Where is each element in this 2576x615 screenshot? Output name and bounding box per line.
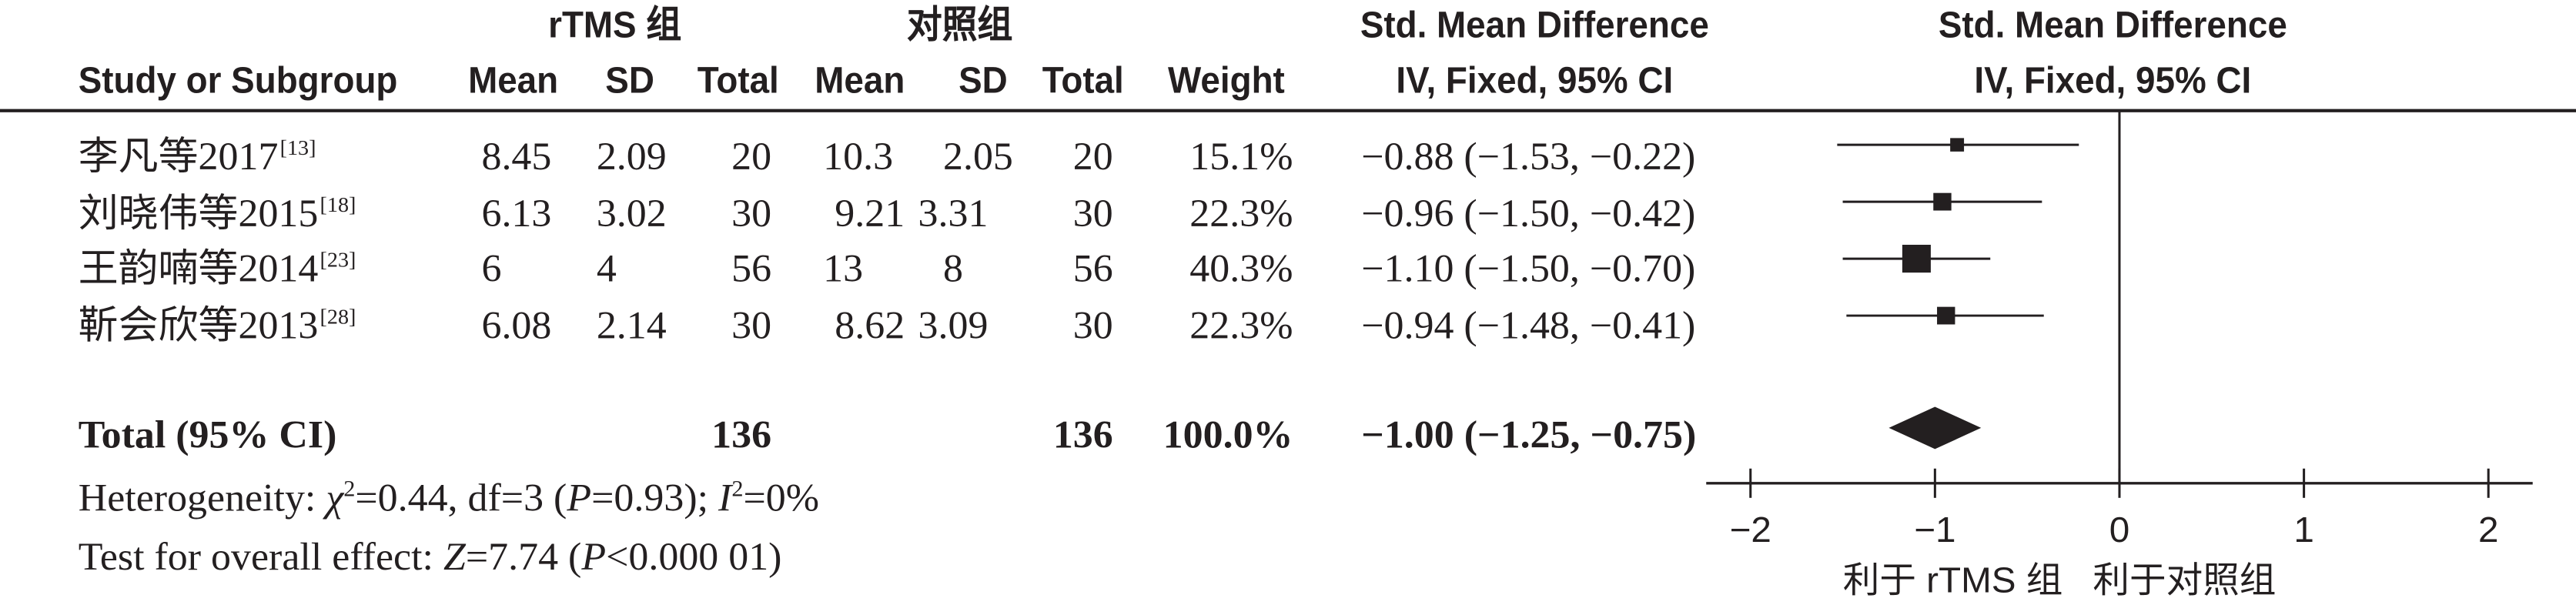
x-tick-label: −2	[1730, 509, 1771, 549]
x-tick-label: 1	[2293, 509, 2313, 549]
control-total: 56	[1072, 249, 1113, 292]
p-symbol: P	[581, 536, 607, 580]
p-value: <0.000 01)	[606, 536, 782, 580]
chi-value: =0.44, df=3 (	[355, 478, 567, 521]
study-name: 靳会欣等2013	[78, 306, 319, 349]
pooled-effect-estimate: −1.00 (−1.25, −0.75)	[1361, 415, 1697, 457]
control-total: 30	[1072, 193, 1113, 236]
treatment-sd: 2.14	[596, 306, 667, 349]
effect-group-header: Std. Mean Difference	[1360, 2, 1709, 45]
effect-estimate: −1.10 (−1.50, −0.70)	[1361, 249, 1696, 292]
weight: 22.3%	[1189, 193, 1293, 236]
overall-effect-label: Test for overall effect:	[78, 536, 443, 580]
table-row: 王韵喃等2014 [23] 6 4 56 13 8 56 40.3% −1.10 …	[0, 249, 2576, 292]
x-tick-label: −1	[1914, 509, 1955, 549]
weight: 15.1%	[1189, 136, 1293, 179]
pooled-diamond	[1889, 406, 1982, 450]
study-reference: [13]	[279, 135, 316, 160]
treatment-sd: 2.09	[596, 136, 667, 179]
study-label: 靳会欣等2013 [28]	[78, 306, 356, 349]
treatment-total: 20	[731, 136, 772, 179]
treatment-total: 30	[731, 193, 772, 236]
chi-symbol: χ	[326, 478, 344, 521]
z-symbol: Z	[443, 536, 466, 580]
control-mean: 13	[823, 249, 864, 292]
effect-estimate: −0.94 (−1.48, −0.41)	[1361, 306, 1696, 349]
column-header-study: Study or Subgroup	[78, 58, 398, 100]
treatment-mean: 6.13	[481, 193, 552, 236]
total-weight: 100.0%	[1163, 415, 1293, 457]
treatment-total: 56	[731, 249, 772, 292]
favours-treatment-label: 利于 rTMS 组	[1842, 560, 2063, 600]
chart-header-line2: IV, Fixed, 95% CI	[1974, 58, 2252, 100]
treatment-mean: 6.08	[481, 306, 552, 349]
i-squared-value: =0%	[743, 478, 820, 521]
effect-square	[1937, 306, 1955, 325]
column-header-weight: Weight	[1168, 58, 1285, 100]
chi-exponent: 2	[343, 478, 356, 503]
effect-square	[1950, 138, 1965, 152]
control-sd: 3.31	[918, 193, 989, 236]
i-symbol: I	[718, 478, 732, 521]
control-total: 20	[1072, 136, 1113, 179]
control-mean: 9.21	[835, 193, 905, 236]
control-sd: 8	[942, 249, 963, 292]
control-total: 30	[1072, 306, 1113, 349]
weight: 22.3%	[1189, 306, 1293, 349]
table-row: 刘晓伟等2015 [18] 6.13 3.02 30 9.21 3.31 30 2…	[0, 193, 2576, 236]
study-name: 李凡等2017	[78, 136, 279, 179]
study-reference: [28]	[319, 304, 356, 329]
weight: 40.3%	[1189, 249, 1293, 292]
column-header-treatment-total: Total	[697, 58, 779, 100]
heterogeneity-line: Heterogeneity: χ2=0.44, df=3 (P=0.93); I…	[79, 480, 819, 520]
treatment-sd: 3.02	[596, 193, 667, 236]
column-header-effect: IV, Fixed, 95% CI	[1396, 58, 1674, 100]
column-header-treatment-mean: Mean	[468, 58, 559, 100]
total-label: Total (95% CI)	[78, 415, 337, 457]
effect-estimate: −0.88 (−1.53, −0.22)	[1361, 136, 1696, 179]
effect-square	[1933, 192, 1952, 211]
control-mean: 10.3	[823, 136, 894, 179]
table-row: 靳会欣等2013 [28] 6.08 2.14 30 8.62 3.09 30 2…	[0, 306, 2576, 349]
column-header-control-sd: SD	[958, 58, 1008, 100]
z-value: =7.74 (	[465, 536, 582, 580]
table-row: 李凡等2017 [13] 8.45 2.09 20 10.3 2.05 20 15…	[0, 136, 2576, 179]
column-header-control-total: Total	[1042, 58, 1124, 100]
study-reference: [23]	[319, 247, 356, 272]
study-label: 刘晓伟等2015 [18]	[78, 193, 356, 236]
favours-control-label: 利于对照组	[2093, 560, 2277, 600]
control-mean: 8.62	[835, 306, 905, 349]
header-divider	[0, 109, 2576, 112]
chart-header-line1: Std. Mean Difference	[1938, 2, 2287, 45]
p-value: =0.93);	[591, 478, 719, 521]
treatment-total: 30	[731, 306, 772, 349]
column-header-control-mean: Mean	[815, 58, 905, 100]
study-reference: [18]	[319, 192, 356, 217]
treatment-mean: 8.45	[481, 136, 552, 179]
total-row: Total (95% CI) 136 136 100.0% −1.00 (−1.…	[0, 416, 2576, 456]
treatment-mean: 6	[481, 249, 502, 292]
x-tick-label: 2	[2478, 509, 2498, 549]
treatment-total-sum: 136	[711, 415, 772, 457]
study-label: 李凡等2017 [13]	[78, 136, 316, 179]
study-name: 王韵喃等2014	[78, 249, 319, 292]
overall-effect-line: Test for overall effect: Z=7.74 (P<0.000…	[79, 539, 782, 578]
effect-estimate: −0.96 (−1.50, −0.42)	[1361, 193, 1696, 236]
effect-square	[1902, 245, 1931, 273]
i-exponent: 2	[731, 478, 744, 503]
study-name: 刘晓伟等2015	[78, 193, 319, 236]
p-symbol: P	[567, 478, 592, 521]
x-tick-label: 0	[2109, 509, 2129, 549]
treatment-sd: 4	[596, 249, 617, 292]
study-label: 王韵喃等2014 [23]	[78, 249, 356, 292]
control-group-header: 对照组	[906, 2, 1013, 45]
treatment-group-header: rTMS 组	[548, 2, 682, 45]
control-total-sum: 136	[1052, 415, 1113, 457]
column-header-treatment-sd: SD	[605, 58, 654, 100]
control-sd: 3.09	[918, 306, 989, 349]
control-sd: 2.05	[942, 136, 1013, 179]
heterogeneity-label: Heterogeneity:	[78, 478, 326, 521]
